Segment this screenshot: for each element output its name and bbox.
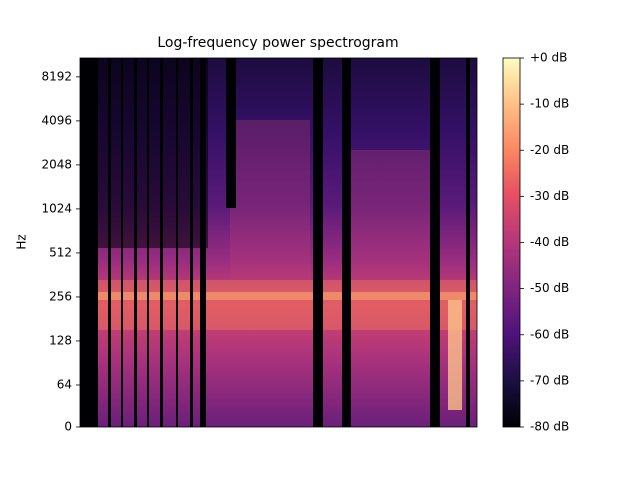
y-tick-label: 4096 (41, 113, 72, 127)
y-axis-label: Hz (15, 234, 29, 249)
colorbar-tick-label: -30 dB (530, 189, 569, 203)
colorbar-tick-label: -50 dB (530, 281, 569, 295)
y-tick-label: 256 (49, 289, 72, 303)
colorbar-tick-label: +0 dB (530, 51, 567, 65)
y-tick-label: 2048 (41, 157, 72, 171)
colorbar-tick-label: -10 dB (530, 97, 569, 111)
colorbar (502, 57, 521, 428)
y-tick-label: 1024 (41, 201, 72, 215)
plot-frame (79, 57, 478, 428)
colorbar-tick-label: -80 dB (530, 420, 569, 434)
spectrogram-image (80, 58, 477, 427)
y-tick-label: 512 (49, 245, 72, 259)
colorbar-tick-label: -40 dB (530, 235, 569, 249)
colorbar-tick-label: -60 dB (530, 327, 569, 341)
colorbar-tick-label: -20 dB (530, 143, 569, 157)
y-tick-label: 8192 (41, 69, 72, 83)
y-tick-label: 64 (57, 377, 72, 391)
y-tick-label: 128 (49, 333, 72, 347)
chart-title: Log-frequency power spectrogram (157, 35, 398, 51)
colorbar-tick-label: -70 dB (530, 373, 569, 387)
y-tick-label: 0 (64, 420, 72, 434)
